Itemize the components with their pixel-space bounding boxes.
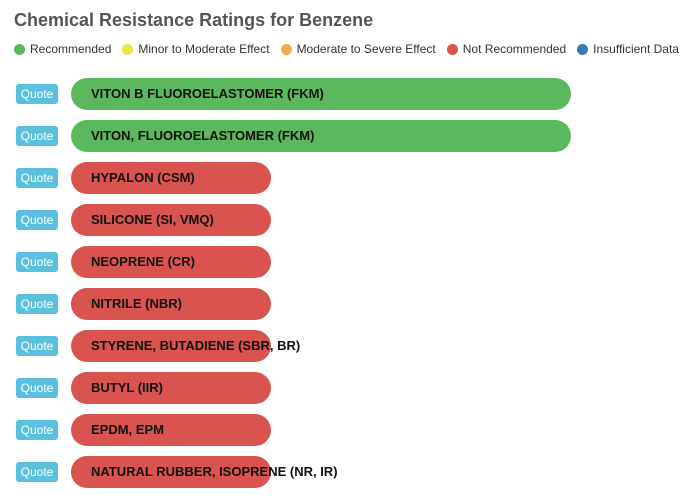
quote-button[interactable]: Quote <box>16 294 58 314</box>
bar-label: NEOPRENE (CR) <box>91 254 196 269</box>
chart-bar <box>71 78 571 110</box>
chart-row: Quote VITON B FLUOROELASTOMER (FKM) <box>0 78 682 120</box>
quote-button[interactable]: Quote <box>16 336 58 356</box>
bar-label: SILICONE (SI, VMQ) <box>91 212 214 227</box>
legend-label: Recommended <box>30 42 112 56</box>
chart-row: Quote NEOPRENE (CR) <box>0 246 682 288</box>
quote-button[interactable]: Quote <box>16 420 58 440</box>
legend-label: Insufficient Data <box>593 42 679 56</box>
chart-bar <box>71 120 571 152</box>
chart-row: Quote NATURAL RUBBER, ISOPRENE (NR, IR) <box>0 456 682 498</box>
quote-button[interactable]: Quote <box>16 168 58 188</box>
chart-bar <box>71 162 271 194</box>
chart-bar <box>71 372 271 404</box>
legend-dot-insufficient-data <box>577 43 589 55</box>
bar-label: VITON, FLUOROELASTOMER (FKM) <box>91 128 315 143</box>
chart-bar <box>71 288 271 320</box>
legend-item-minor-to-moderate: Minor to Moderate Effect <box>122 42 270 56</box>
legend-item-not-recommended: Not Recommended <box>446 42 567 56</box>
legend-item-moderate-to-severe: Moderate to Severe Effect <box>280 42 436 56</box>
legend-dot-minor-to-moderate <box>122 43 134 55</box>
legend-label: Moderate to Severe Effect <box>296 42 436 56</box>
quote-button[interactable]: Quote <box>16 462 58 482</box>
bar-label: EPDM, EPM <box>91 422 164 437</box>
bar-label: NATURAL RUBBER, ISOPRENE (NR, IR) <box>91 464 338 479</box>
quote-button[interactable]: Quote <box>16 252 58 272</box>
legend-item-recommended: Recommended <box>14 42 111 56</box>
bar-label: STYRENE, BUTADIENE (SBR, BR) <box>91 338 301 353</box>
chart-row: Quote HYPALON (CSM) <box>0 162 682 204</box>
bar-label: HYPALON (CSM) <box>91 170 195 185</box>
quote-button[interactable]: Quote <box>16 378 58 398</box>
chart-row: Quote EPDM, EPM <box>0 414 682 456</box>
chart-bar <box>71 330 271 362</box>
chart-row: Quote VITON, FLUOROELASTOMER (FKM) <box>0 120 682 162</box>
chart-bar <box>71 414 271 446</box>
bar-label: VITON B FLUOROELASTOMER (FKM) <box>91 86 324 101</box>
quote-button[interactable]: Quote <box>16 84 58 104</box>
chart-row: Quote SILICONE (SI, VMQ) <box>0 204 682 246</box>
chart-bars: Quote VITON B FLUOROELASTOMER (FKM) Quote V… <box>0 78 682 498</box>
bar-label: NITRILE (NBR) <box>91 296 182 311</box>
quote-button[interactable]: Quote <box>16 210 58 230</box>
chart-bar <box>71 456 271 488</box>
legend: Recommended Minor to Moderate Effect Mod… <box>14 42 682 56</box>
legend-item-insufficient-data: Insufficient Data <box>577 42 679 56</box>
legend-dot-not-recommended <box>446 43 458 55</box>
legend-label: Not Recommended <box>462 42 567 56</box>
chart-row: Quote NITRILE (NBR) <box>0 288 682 330</box>
chart-row: Quote STYRENE, BUTADIENE (SBR, BR) <box>0 330 682 372</box>
legend-dot-recommended <box>14 43 25 55</box>
quote-button[interactable]: Quote <box>16 126 58 146</box>
legend-dot-moderate-to-severe <box>280 43 292 55</box>
chart-bar <box>71 246 271 278</box>
chart-bar <box>71 204 271 236</box>
chart-title: Chemical Resistance Ratings for Benzene <box>14 10 374 30</box>
legend-label: Minor to Moderate Effect <box>138 42 270 56</box>
chart-row: Quote BUTYL (IIR) <box>0 372 682 414</box>
bar-label: BUTYL (IIR) <box>91 380 163 395</box>
